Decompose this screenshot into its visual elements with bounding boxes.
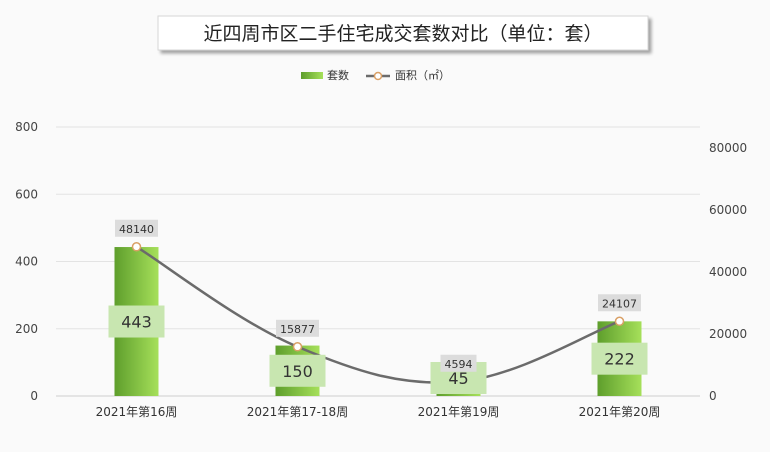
bar-data-label-box (269, 354, 326, 387)
legend-label-line: 面积（㎡） (395, 69, 450, 82)
line-data-label: 15877 (280, 323, 315, 336)
legend-swatch-bar (301, 72, 323, 79)
line-path (135, 245, 620, 384)
y-axis-right: 0 20000 40000 60000 80000 (709, 141, 747, 403)
line-point (131, 242, 142, 252)
x-tick-label: 2021年第16周 (96, 405, 178, 419)
bar-series (114, 247, 642, 396)
bar-data-label-box (591, 342, 648, 375)
line-data-label: 24107 (602, 297, 637, 310)
data-labels: 443 150 45 222 48140 15877 4594 24107 (108, 219, 648, 394)
line-point (614, 316, 625, 327)
line-data-label-box (276, 319, 319, 337)
bar-data-label: 222 (604, 350, 635, 369)
y-right-tick-label: 40000 (709, 265, 747, 279)
y-left-tick-label: 400 (15, 255, 38, 269)
line-data-label-box (598, 294, 641, 312)
x-axis: 2021年第16周 2021年第17-18周 2021年第19周 2021年第20周 (96, 405, 661, 419)
line-data-label: 4594 (445, 358, 473, 371)
x-tick-label: 2021年第17-18周 (247, 405, 348, 419)
line-data-label-box (440, 354, 477, 372)
y-right-tick-label: 0 (709, 389, 717, 403)
y-left-tick-label: 600 (15, 187, 38, 201)
line-series (131, 242, 625, 387)
y-left-tick-label: 200 (15, 322, 38, 336)
y-left-tick-label: 800 (15, 120, 38, 134)
bar-data-label-box (108, 305, 165, 338)
line-data-label: 48140 (119, 223, 154, 236)
y-right-tick-label: 60000 (709, 203, 747, 217)
legend: 套数 面积（㎡） (301, 69, 450, 82)
line-data-label-box (115, 219, 158, 237)
chart-title-text: 近四周市区二手住宅成交套数对比（单位：套） (203, 23, 602, 45)
y-left-tick-label: 0 (30, 389, 38, 403)
legend-label-bar: 套数 (327, 69, 349, 82)
x-tick-label: 2021年第19周 (418, 405, 500, 419)
bar-data-label: 150 (282, 362, 313, 381)
bar-data-label: 45 (448, 369, 468, 388)
y-axis-left: 0 200 400 600 800 (15, 120, 38, 403)
x-tick-label: 2021年第20周 (579, 405, 661, 419)
bar-data-label: 443 (121, 313, 152, 332)
chart-title: 近四周市区二手住宅成交套数对比（单位：套） (157, 15, 649, 51)
y-right-tick-label: 20000 (709, 327, 747, 341)
legend-swatch-marker (373, 71, 383, 81)
y-right-tick-label: 80000 (709, 141, 747, 155)
line-point (292, 342, 303, 352)
